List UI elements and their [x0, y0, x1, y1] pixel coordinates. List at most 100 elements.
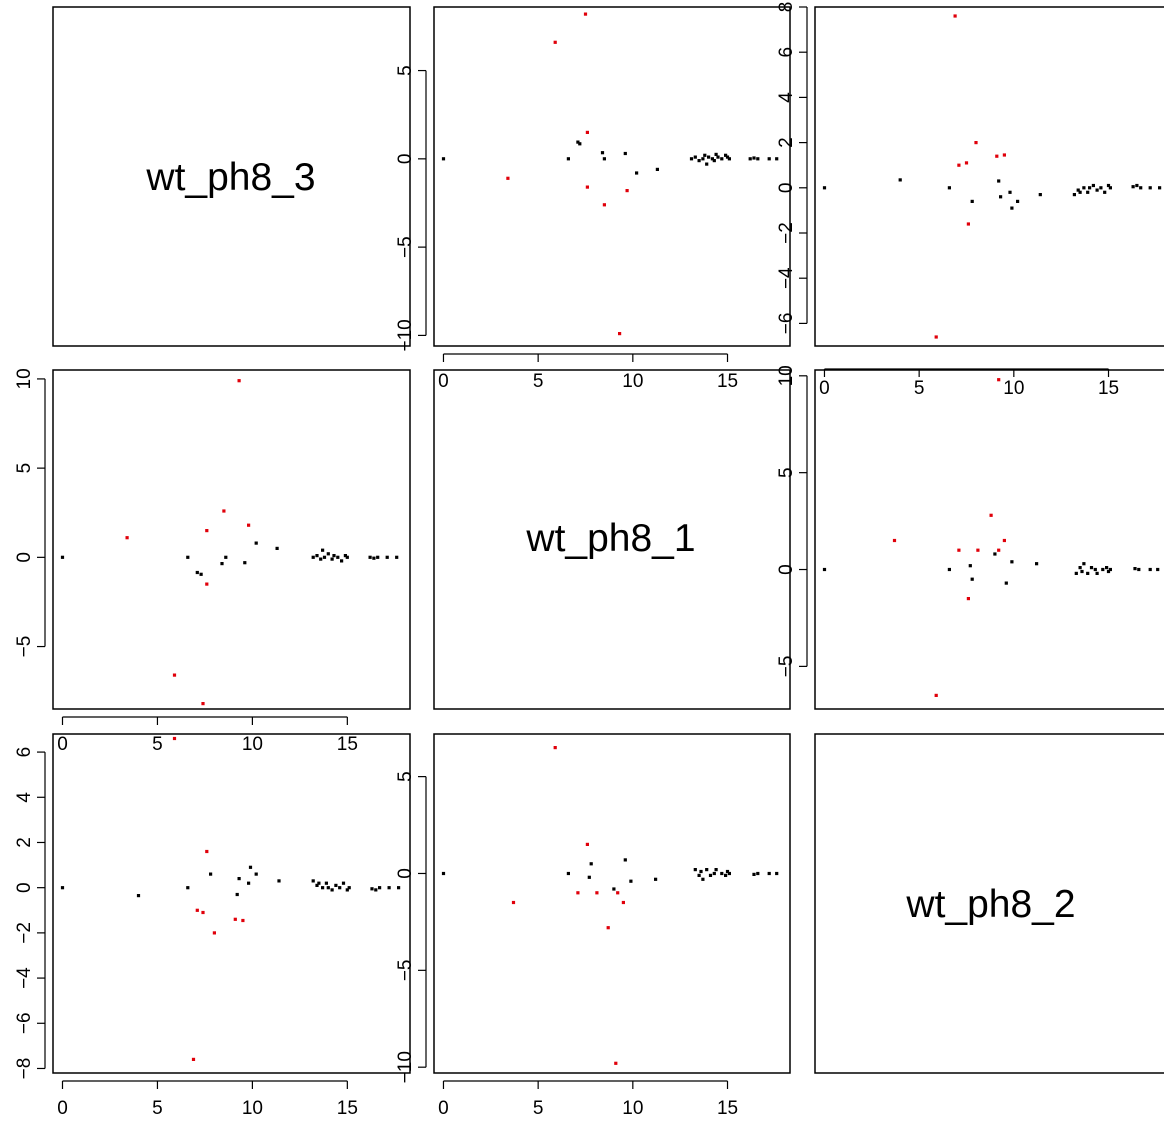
y-tick-label-r2c3-2: 5 [776, 467, 797, 478]
point-r1c3-31 [1135, 183, 1139, 188]
point-r3c2-23 [712, 871, 716, 876]
x-tick-label-r3c2-0: 0 [438, 1098, 449, 1119]
point-r1c2-26 [714, 152, 718, 156]
panel-frame-r1c1 [52, 6, 411, 347]
point-r1c2-36 [775, 157, 779, 161]
x-tick-label-r3c1-15: 15 [337, 1098, 358, 1119]
point-r3c2-11 [614, 1061, 618, 1065]
point-r1c2-25 [712, 159, 716, 163]
y-tick-label-r2c1-3: 10 [14, 368, 35, 389]
point-r3c2-29 [752, 872, 756, 876]
point-r3c1-29 [347, 886, 351, 890]
point-r1c3-10 [995, 154, 999, 158]
point-r3c1-11 [235, 892, 239, 897]
point-r2c1-23 [330, 557, 334, 561]
point-r2c3-3 [947, 567, 951, 572]
x-tick-label-r1c2-10: 10 [622, 371, 643, 392]
point-r2c3-4 [957, 548, 961, 552]
point-r2c1-12 [237, 379, 241, 383]
point-r1c2-5 [578, 142, 582, 146]
point-r2c1-24 [332, 554, 336, 558]
point-r1c2-4 [576, 140, 580, 144]
point-r2c3-27 [1106, 569, 1111, 574]
point-r3c2-32 [775, 871, 779, 876]
x-tick-label-r3c2-15: 15 [717, 1098, 738, 1119]
point-r1c2-8 [585, 185, 589, 189]
point-r1c3-28 [1106, 183, 1111, 188]
point-r1c2-20 [701, 157, 705, 161]
point-r2c1-30 [372, 556, 376, 560]
x-tick-label-r1c2-15: 15 [717, 371, 738, 392]
point-r1c2-21 [703, 153, 707, 157]
point-r1c3-33 [1148, 186, 1152, 190]
point-r3c1-31 [374, 888, 378, 892]
point-r3c1-6 [201, 910, 205, 915]
point-r2c3-32 [1156, 567, 1160, 572]
point-r1c3-34 [1158, 186, 1162, 190]
point-r2c3-25 [1101, 567, 1105, 572]
point-r3c1-20 [317, 881, 321, 885]
point-r3c2-6 [587, 875, 591, 879]
y-tick-label-r3c1-2: −4 [14, 967, 35, 989]
point-r3c1-14 [247, 881, 251, 885]
y-tick-label-r3c1-3: −2 [14, 922, 35, 944]
point-r3c2-14 [623, 858, 627, 862]
point-r3c2-2 [553, 746, 557, 750]
point-r3c1-4 [191, 1057, 196, 1061]
point-r1c2-34 [756, 157, 760, 161]
data-points [60, 12, 1162, 1065]
x-tick-label-r2c3-5: 5 [914, 378, 925, 399]
y-tick-label-r1c3-3: 0 [776, 183, 797, 194]
point-r1c3-29 [1108, 186, 1112, 190]
point-r3c2-5 [585, 842, 589, 846]
point-r3c1-9 [212, 931, 216, 935]
point-r2c1-33 [395, 555, 399, 559]
y-tick-label-r3c2-3: 5 [395, 771, 416, 782]
point-r1c3-23 [1088, 186, 1092, 190]
point-r1c3-5 [957, 163, 961, 167]
point-r1c3-27 [1103, 190, 1107, 194]
point-r2c3-1 [892, 538, 897, 543]
point-r2c1-17 [311, 555, 315, 559]
point-r1c2-14 [625, 189, 629, 193]
y-tick-label-r3c1-1: −6 [14, 1012, 35, 1034]
y-tick-label-r3c1-0: −8 [14, 1058, 35, 1080]
point-r3c2-30 [756, 871, 760, 876]
point-r2c1-26 [340, 559, 344, 563]
x-tick-label-r3c1-10: 10 [242, 1098, 263, 1119]
panel-frame-r3c2 [433, 733, 791, 1074]
point-r2c3-0 [822, 567, 827, 572]
point-r3c2-21 [705, 868, 709, 872]
point-r3c2-16 [654, 877, 658, 881]
point-r3c2-26 [724, 873, 728, 877]
point-r3c2-22 [708, 873, 713, 877]
y-tick-label-r3c2-2: 0 [395, 868, 416, 879]
point-r1c2-10 [602, 157, 606, 161]
point-r3c1-27 [341, 881, 346, 885]
point-r3c1-16 [254, 872, 258, 876]
point-r1c2-29 [724, 153, 728, 157]
point-r1c2-28 [720, 157, 724, 161]
point-r1c3-19 [1076, 188, 1080, 192]
point-r3c2-1 [511, 900, 516, 905]
x-tick-label-r2c1-15: 15 [337, 734, 358, 755]
x-tick-label-r2c3-0: 0 [819, 378, 830, 399]
point-r1c2-7 [585, 130, 589, 134]
point-r3c1-15 [248, 865, 253, 869]
point-r3c2-10 [612, 887, 616, 891]
point-r1c3-8 [970, 199, 974, 203]
y-tick-label-r3c1-6: 4 [14, 792, 35, 803]
point-r1c2-6 [566, 157, 570, 161]
point-r3c2-4 [576, 891, 580, 895]
y-tick-label-r1c2-2: 0 [395, 154, 416, 165]
point-r2c1-9 [220, 562, 224, 566]
y-tick-label-r1c3-4: 2 [776, 137, 797, 148]
panel-frame-r2c1 [52, 369, 411, 710]
point-r3c1-8 [209, 872, 213, 876]
point-r2c3-17 [1074, 571, 1078, 575]
point-r1c2-30 [725, 155, 730, 159]
point-r1c2-33 [752, 156, 756, 160]
point-r3c2-12 [616, 891, 620, 895]
point-r1c3-0 [822, 186, 827, 190]
